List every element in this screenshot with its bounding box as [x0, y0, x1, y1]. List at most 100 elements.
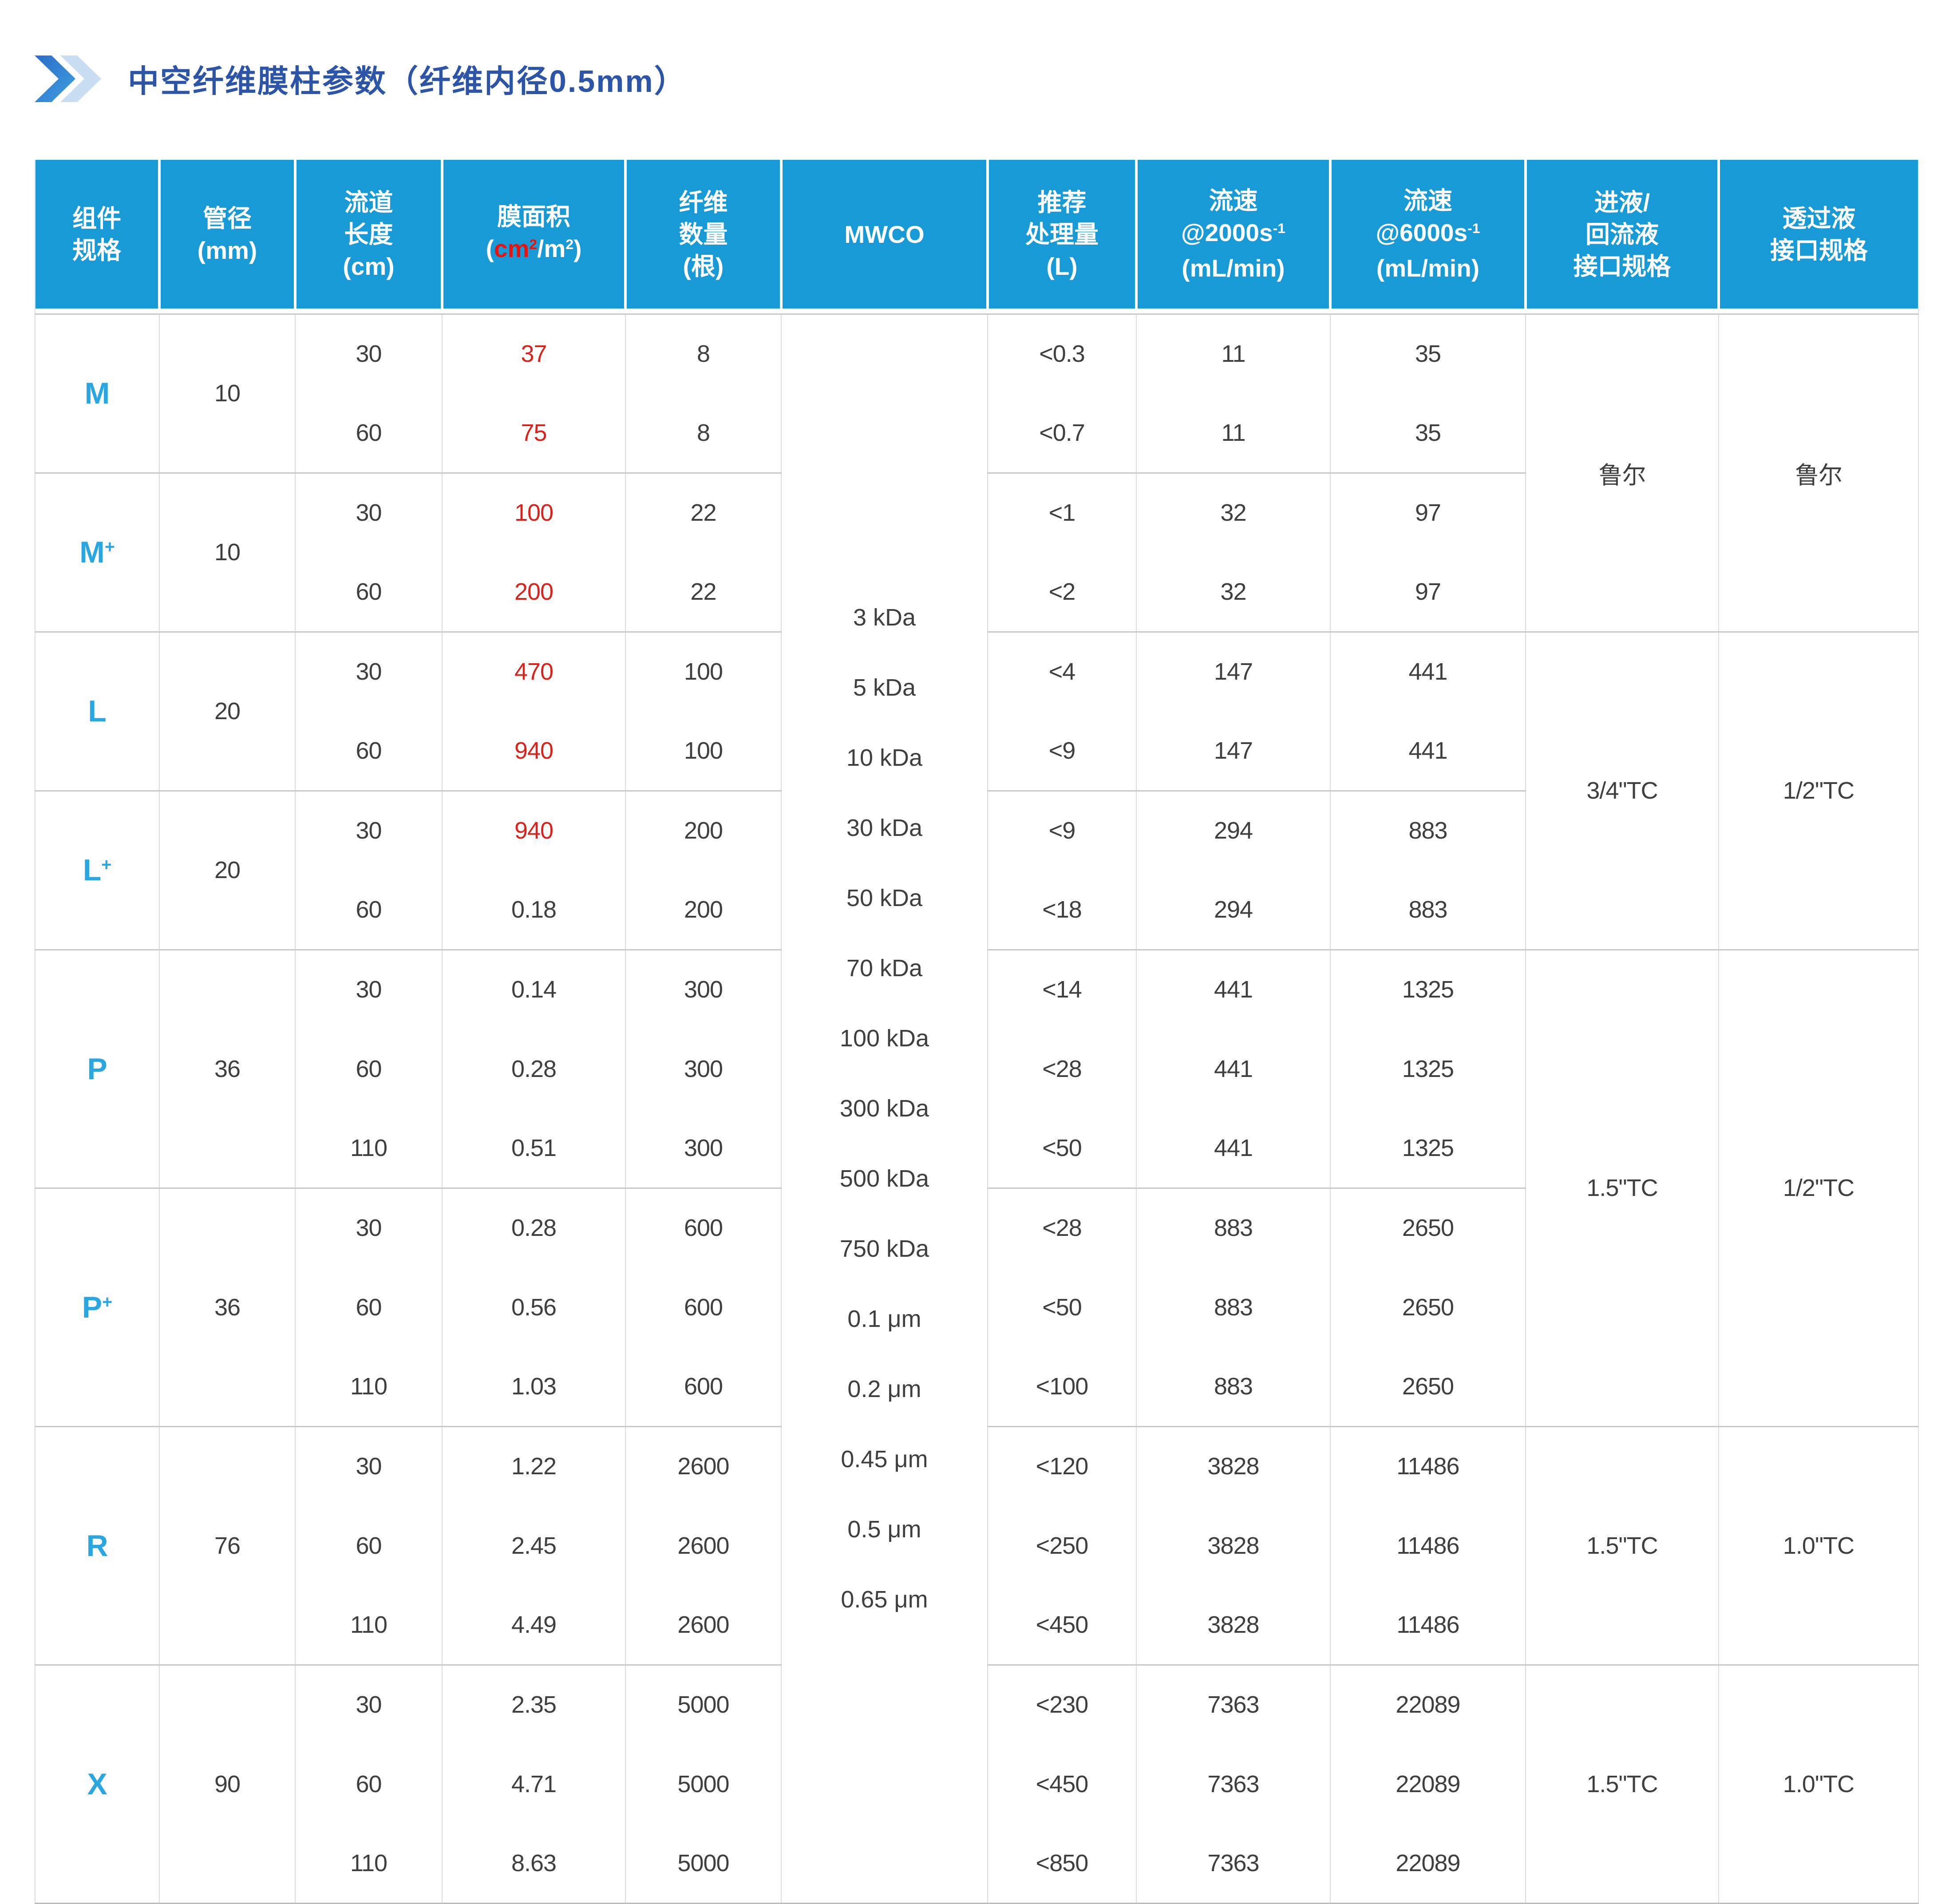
cell-fiber-count: 100 — [625, 631, 781, 711]
cell-flow-6000: 2650 — [1330, 1347, 1526, 1426]
cell-recommended-volume: <18 — [987, 870, 1136, 950]
cell-component-spec: P+ — [35, 1187, 159, 1426]
cell-channel-length: 110 — [295, 1347, 442, 1426]
cell-fiber-count: 2600 — [625, 1425, 781, 1506]
cell-channel-length: 60 — [295, 1744, 442, 1824]
table-row: M+ 10 30 100 22 <1 32 97 — [35, 472, 1918, 632]
cell-fiber-count: 300 — [625, 1108, 781, 1188]
cell-flow-6000: 22089 — [1330, 1744, 1526, 1824]
cell-recommended-volume: <230 — [987, 1664, 1136, 1744]
cell-flow-6000: 11486 — [1330, 1506, 1526, 1585]
component-spec-label: M — [84, 376, 110, 410]
table-row: 110 1.03 600 <100 883 2650 — [35, 1347, 1918, 1426]
mwco-item: 100 kDa — [839, 1025, 929, 1052]
col-header-membrane-area: 膜面积 (cm2/m2) — [441, 160, 625, 309]
cell-membrane-area: 0.28 — [442, 1029, 625, 1108]
cell-channel-length: 60 — [295, 393, 442, 473]
cell-fiber-count: 5000 — [625, 1824, 781, 1903]
cell-flow-2000: 3828 — [1136, 1506, 1330, 1585]
cell-flow-6000: 11486 — [1330, 1585, 1526, 1665]
cell-flow-2000: 7363 — [1136, 1824, 1330, 1903]
cell-flow-2000: 883 — [1136, 1347, 1330, 1426]
mwco-item: 30 kDa — [846, 815, 923, 841]
cell-tube-diameter: 36 — [159, 949, 295, 1188]
component-spec-label: M — [79, 535, 105, 569]
cell-channel-length: 60 — [295, 1267, 442, 1347]
cell-fiber-count: 5000 — [625, 1664, 781, 1744]
cell-recommended-volume: <450 — [987, 1585, 1136, 1665]
cell-membrane-area: 75 — [442, 393, 625, 473]
header-body-gap — [35, 309, 1918, 315]
cell-channel-length: 30 — [295, 472, 442, 552]
cell-component-spec: X — [35, 1664, 159, 1903]
cell-inlet-return-port: 1.5"TC — [1525, 1664, 1719, 1903]
cell-permeate-port: 1.0"TC — [1718, 1664, 1918, 1903]
cell-fiber-count: 600 — [625, 1267, 781, 1347]
page-header: 中空纤维膜柱参数（纤维内径0.5mm） — [35, 55, 1953, 102]
cell-membrane-area: 100 — [442, 472, 625, 552]
cell-flow-6000: 883 — [1330, 790, 1526, 870]
component-spec-label: X — [87, 1767, 107, 1801]
col-header-flow-6000: 流速 @6000s-1 (mL/min) — [1329, 160, 1526, 309]
cell-flow-2000: 7363 — [1136, 1664, 1330, 1744]
cell-permeate-port: 1/2"TC — [1718, 949, 1918, 1426]
cell-flow-2000: 11 — [1136, 393, 1330, 473]
cell-flow-2000: 7363 — [1136, 1744, 1330, 1824]
cell-channel-length: 60 — [295, 711, 442, 791]
cell-flow-2000: 441 — [1136, 949, 1330, 1029]
cell-fiber-count: 22 — [625, 472, 781, 552]
cell-fiber-count: 8 — [625, 314, 781, 393]
cell-recommended-volume: <120 — [987, 1425, 1136, 1506]
col-header-fiber-count: 纤维 数量 (根) — [624, 160, 781, 309]
cell-channel-length: 110 — [295, 1585, 442, 1665]
cell-recommended-volume: <100 — [987, 1347, 1136, 1426]
cell-flow-2000: 441 — [1136, 1029, 1330, 1108]
table-header: 组件 规格 管径 (mm) 流道 长度 (cm) 膜面积 (cm2/m2) — [35, 160, 1918, 309]
cell-inlet-return-port: 1.5"TC — [1525, 1425, 1719, 1665]
cell-channel-length: 30 — [295, 790, 442, 870]
cell-tube-diameter: 10 — [159, 472, 295, 632]
cell-fiber-count: 300 — [625, 1029, 781, 1108]
col-header-component-spec: 组件 规格 — [35, 160, 159, 309]
cell-recommended-volume: <2 — [987, 552, 1136, 632]
table-row: 110 4.49 2600 <450 3828 11486 — [35, 1585, 1918, 1665]
mwco-item: 10 kDa — [846, 744, 923, 771]
cell-membrane-area: 0.28 — [442, 1187, 625, 1267]
cell-tube-diameter: 76 — [159, 1425, 295, 1665]
cell-flow-6000: 1325 — [1330, 1108, 1526, 1188]
cell-flow-6000: 1325 — [1330, 1029, 1526, 1108]
cell-recommended-volume: <14 — [987, 949, 1136, 1029]
table-row: 60 0.18 200 <18 294 883 — [35, 870, 1918, 950]
cell-flow-6000: 97 — [1330, 552, 1526, 632]
cell-flow-6000: 1325 — [1330, 949, 1526, 1029]
cell-flow-2000: 883 — [1136, 1267, 1330, 1347]
cell-flow-6000: 35 — [1330, 314, 1526, 393]
cell-fiber-count: 200 — [625, 790, 781, 870]
cell-inlet-return-port: 3/4"TC — [1525, 631, 1719, 950]
cell-membrane-area: 470 — [442, 631, 625, 711]
mwco-item: 0.5 μm — [847, 1516, 921, 1543]
cell-component-spec: L+ — [35, 790, 159, 950]
cell-channel-length: 60 — [295, 552, 442, 632]
component-spec-label: P — [82, 1290, 103, 1324]
cell-permeate-port: 1.0"TC — [1718, 1425, 1918, 1665]
table-row: L+ 20 30 940 200 <9 294 883 — [35, 790, 1918, 950]
cell-component-spec: L — [35, 631, 159, 791]
cell-tube-diameter: 90 — [159, 1664, 295, 1903]
cell-flow-2000: 294 — [1136, 870, 1330, 950]
table-row: 60 0.56 600 <50 883 2650 — [35, 1267, 1918, 1347]
cell-flow-2000: 3828 — [1136, 1585, 1330, 1665]
cell-fiber-count: 600 — [625, 1187, 781, 1267]
cell-fiber-count: 2600 — [625, 1585, 781, 1665]
cell-tube-diameter: 20 — [159, 631, 295, 791]
cell-channel-length: 60 — [295, 1029, 442, 1108]
component-spec-label: L — [88, 694, 107, 728]
cell-channel-length: 30 — [295, 1187, 442, 1267]
table-row: P+ 36 30 0.28 600 <28 883 2650 — [35, 1187, 1918, 1426]
cell-membrane-area: 2.35 — [442, 1664, 625, 1744]
col-header-permeate-port: 透过液 接口规格 — [1717, 160, 1918, 309]
cell-membrane-area: 0.51 — [442, 1108, 625, 1188]
table-row: 60 940 100 <9 147 441 — [35, 711, 1918, 791]
cell-flow-2000: 32 — [1136, 552, 1330, 632]
cell-membrane-area: 200 — [442, 552, 625, 632]
